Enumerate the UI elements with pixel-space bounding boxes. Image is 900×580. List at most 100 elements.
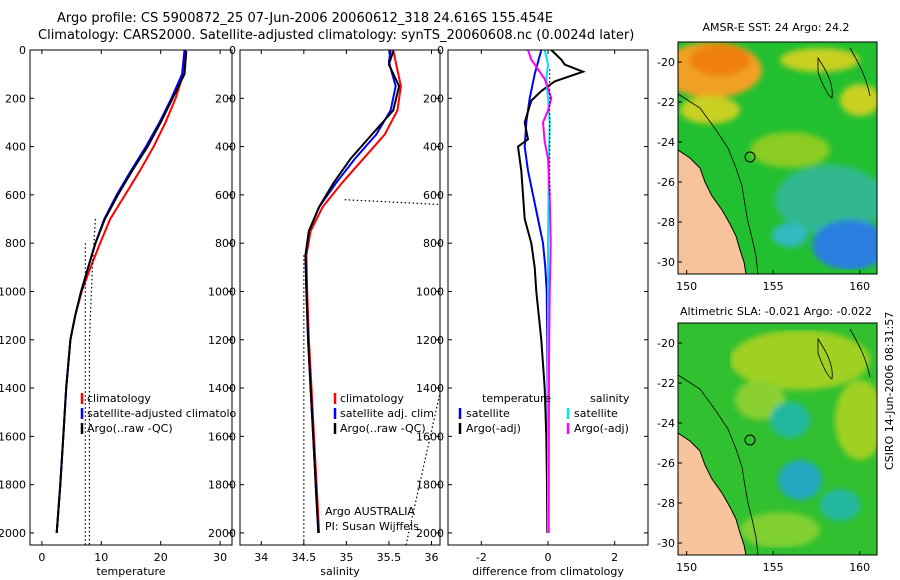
map-y-tick-label: -26 bbox=[657, 176, 675, 189]
y-tick-label: 1600 bbox=[416, 430, 444, 443]
y-tick-label: 0 bbox=[19, 44, 26, 57]
map-y-tick-label: -28 bbox=[657, 216, 675, 229]
y-tick-label: 1600 bbox=[208, 430, 236, 443]
map-y-tick-label: -20 bbox=[657, 56, 675, 69]
y-tick-label: 600 bbox=[215, 189, 236, 202]
high-sla-patch bbox=[735, 380, 785, 420]
y-tick-label: 1200 bbox=[208, 334, 236, 347]
map-x-tick-label: 150 bbox=[676, 561, 697, 574]
argo-raw-qc-line bbox=[55, 51, 188, 533]
argo-raw-qc-line bbox=[304, 50, 401, 533]
x-tick-label: 30 bbox=[213, 551, 227, 564]
map-x-tick-label: 150 bbox=[676, 280, 697, 293]
x-tick-label: 2 bbox=[611, 551, 618, 564]
legend-label: Argo(-adj) bbox=[466, 422, 521, 435]
map-x-tick-label: 155 bbox=[763, 280, 784, 293]
temperature-axes-frame bbox=[29, 49, 233, 546]
map-y-tick-label: -28 bbox=[657, 497, 675, 510]
sla-map-panel: Altimetric SLA: -0.021 Argo: -0.022 150 1… bbox=[657, 305, 878, 574]
map-y-tick-label: -24 bbox=[657, 136, 675, 149]
map-x-tick-label: 160 bbox=[849, 280, 870, 293]
map-y-tick-label: -20 bbox=[657, 337, 675, 350]
legend-label: climatology bbox=[340, 392, 404, 405]
y-tick-label: 1000 bbox=[416, 285, 444, 298]
annotation-text: PI: Susan Wijffels bbox=[325, 520, 419, 533]
legend-label: Argo(..raw -QC) bbox=[87, 422, 173, 435]
y-tick-label: 800 bbox=[423, 237, 444, 250]
reef-contour bbox=[817, 337, 833, 380]
y-tick-label: 200 bbox=[215, 92, 236, 105]
y-tick-label: 1400 bbox=[416, 382, 444, 395]
y-tick-label: 400 bbox=[423, 141, 444, 154]
cool-patch bbox=[772, 223, 808, 247]
annotation-text: Argo AUSTRALIA bbox=[325, 505, 415, 518]
salinity-axes-frame bbox=[239, 49, 441, 546]
y-tick-label: 1600 bbox=[0, 430, 26, 443]
legend-label: satellite bbox=[466, 407, 510, 420]
reef-contour bbox=[849, 328, 871, 378]
x-tick-label: 20 bbox=[154, 551, 168, 564]
legend-label: salinity bbox=[590, 392, 630, 405]
map-x-tick-label: 160 bbox=[849, 561, 870, 574]
sla-map-field bbox=[730, 330, 877, 548]
y-tick-label: 2000 bbox=[416, 527, 444, 540]
y-tick-label: 2000 bbox=[0, 527, 26, 540]
legend-label: climatology bbox=[87, 392, 151, 405]
cold-patch bbox=[812, 220, 877, 270]
difference-profile-panel: -2 0 2 0 200 400 600 800 1000 1200 1400 1600 1800 200… bbox=[416, 44, 649, 578]
map-y-tick-label: -30 bbox=[657, 537, 675, 550]
y-tick-label: 600 bbox=[5, 189, 26, 202]
sla-map-title: Altimetric SLA: -0.021 Argo: -0.022 bbox=[680, 305, 872, 318]
temperature-argo-adj-line bbox=[516, 49, 586, 533]
y-tick-label: 1000 bbox=[0, 285, 26, 298]
sst-map-panel: AMSR-E SST: 24 Argo: 24.2 150 155 160 -20 -2… bbox=[657, 21, 878, 293]
sst-map-frame bbox=[677, 41, 878, 275]
warm-patch-core bbox=[690, 44, 750, 76]
temperature-profile-panel: 0 10 20 30 0 200 400 600 800 1000 1200 1400 1600 1800… bbox=[0, 44, 237, 578]
y-tick-label: 1400 bbox=[208, 382, 236, 395]
y-tick-label: 200 bbox=[423, 92, 444, 105]
salinity-xlabel: salinity bbox=[320, 565, 360, 578]
legend-label: satellite adj. clim bbox=[340, 407, 434, 420]
map-y-tick-label: -30 bbox=[657, 256, 675, 269]
cool-patch bbox=[775, 165, 877, 235]
climatology-line bbox=[55, 49, 187, 533]
warm-patch bbox=[840, 84, 877, 116]
shelf-contour bbox=[678, 93, 759, 274]
x-tick-label: 34.5 bbox=[292, 551, 317, 564]
figure-title-line2: Climatology: CARS2000. Satellite-adjuste… bbox=[38, 28, 635, 43]
y-tick-label: 800 bbox=[5, 237, 26, 250]
side-timestamp: CSIRO 14-Jun-2006 08:31:57 bbox=[883, 312, 896, 470]
x-tick-label: 35 bbox=[339, 551, 353, 564]
low-sla-patch bbox=[820, 489, 860, 521]
map-y-tick-label: -22 bbox=[657, 96, 675, 109]
y-tick-label: 1800 bbox=[0, 479, 26, 492]
argo-float-marker bbox=[744, 151, 756, 163]
high-sla-patch bbox=[730, 330, 870, 390]
reef-contour bbox=[817, 56, 833, 99]
y-tick-label: 2000 bbox=[208, 527, 236, 540]
y-tick-label: 200 bbox=[5, 92, 26, 105]
sla-map-frame bbox=[677, 322, 878, 556]
x-tick-label: 0 bbox=[545, 551, 552, 564]
map-y-tick-label: -22 bbox=[657, 377, 675, 390]
climatology-line bbox=[305, 49, 402, 533]
sst-map-field bbox=[678, 42, 877, 270]
y-tick-label: 400 bbox=[5, 141, 26, 154]
x-tick-label: 36 bbox=[424, 551, 438, 564]
temperature-xlabel: temperature bbox=[96, 565, 165, 578]
legend-label: satellite-adjusted climatolo bbox=[87, 407, 237, 420]
y-tick-label: 1800 bbox=[416, 479, 444, 492]
low-sla-patch bbox=[770, 402, 810, 438]
x-tick-label: 35.5 bbox=[377, 551, 402, 564]
salinity-argo-adj-line bbox=[527, 49, 553, 533]
warm-patch bbox=[780, 48, 860, 72]
y-tick-label: 800 bbox=[215, 237, 236, 250]
high-sla-patch bbox=[740, 512, 820, 548]
legend-label: Argo(-adj) bbox=[574, 422, 629, 435]
low-sla-patch bbox=[778, 460, 822, 500]
x-tick-label: -2 bbox=[476, 551, 487, 564]
x-tick-label: 0 bbox=[38, 551, 45, 564]
warm-patch bbox=[680, 96, 740, 124]
